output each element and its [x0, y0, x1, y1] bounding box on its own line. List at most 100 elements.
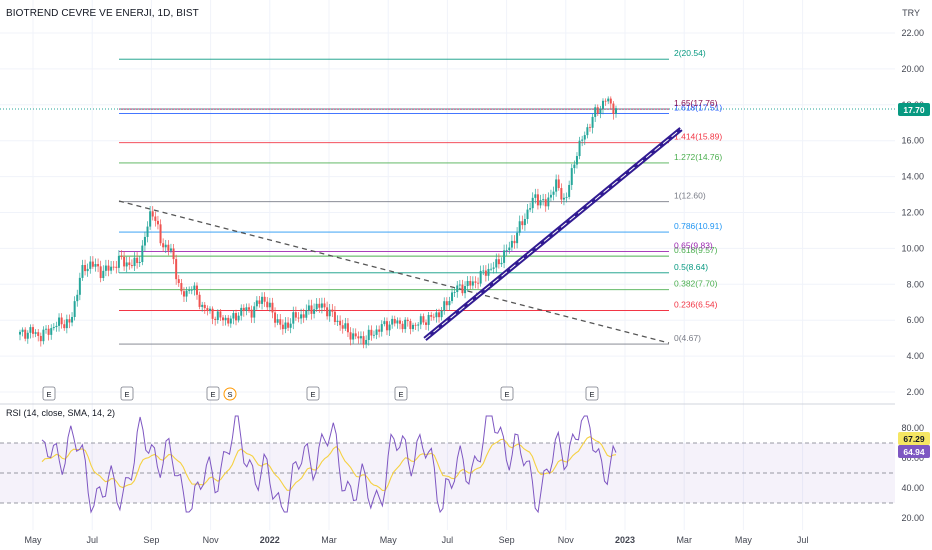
candle-body — [339, 320, 342, 326]
candle-body — [52, 327, 55, 329]
uptrend-channel-line — [423, 127, 683, 341]
candle-body — [91, 261, 94, 267]
rsi-tick-label: 40.00 — [901, 483, 924, 493]
candle-body — [232, 313, 235, 319]
candle-body — [609, 98, 612, 104]
candle-body — [164, 244, 167, 248]
candle-body — [188, 290, 191, 291]
currency-label: TRY — [902, 8, 920, 18]
candle-body — [466, 280, 469, 287]
rsi-value-badge: 64.94 — [903, 447, 925, 457]
time-tick-label: Jul — [86, 535, 98, 545]
candle-body — [526, 209, 529, 219]
candle-body — [86, 268, 89, 272]
candle-body — [50, 328, 53, 335]
candle-body — [385, 321, 388, 331]
candle-body — [141, 245, 144, 263]
time-axis: May Jul Sep Nov 2022 Mar May Jul Sep Nov 2023 Mar Ma… — [24, 535, 808, 545]
candle-body — [443, 301, 446, 311]
candle-body — [253, 306, 256, 318]
candle-body — [544, 199, 547, 207]
candle-body — [21, 329, 24, 332]
candle-body — [162, 243, 165, 248]
candle-body — [284, 322, 287, 330]
time-tick-label: Sep — [143, 535, 159, 545]
candle-body — [365, 339, 368, 345]
rsi-sma-badge: 67.29 — [903, 434, 925, 444]
candle-body — [26, 332, 29, 339]
candle-body — [29, 327, 32, 333]
candle-body — [367, 329, 370, 340]
candle-body — [315, 303, 318, 310]
candle-body — [318, 303, 321, 308]
candle-body — [78, 277, 81, 295]
candle-body — [133, 257, 136, 267]
earnings-marker — [394, 386, 408, 401]
candle-body — [601, 100, 604, 109]
candle-body — [357, 336, 360, 339]
earnings-marker — [500, 386, 514, 401]
candle-body — [65, 319, 68, 329]
candle-body — [261, 296, 264, 304]
split-marker — [223, 387, 237, 401]
candle-body — [607, 98, 610, 102]
candle-body — [398, 320, 401, 324]
time-tick-label: Nov — [558, 535, 575, 545]
candle-body — [84, 265, 87, 272]
candle-body — [47, 328, 50, 335]
candle-body — [300, 314, 303, 319]
candle-body — [169, 248, 172, 251]
candle-body — [97, 264, 100, 267]
candle-body — [508, 247, 511, 251]
earnings-marker-label: E — [504, 390, 509, 399]
candle-body — [484, 270, 487, 276]
price-tick-label: 16.00 — [901, 136, 924, 146]
candle-body — [138, 262, 141, 263]
candle-body — [536, 194, 539, 206]
candle-body — [573, 164, 576, 169]
candle-body — [305, 310, 308, 318]
candle-body — [24, 329, 27, 339]
candle-body — [110, 266, 113, 271]
candle-body — [599, 108, 602, 114]
candle-body — [594, 107, 597, 117]
candle-body — [456, 285, 459, 293]
rsi-sma-line — [41, 435, 617, 491]
candle-body — [120, 255, 123, 257]
candle-body — [320, 303, 323, 308]
price-tick-label: 2.00 — [906, 387, 924, 397]
candle-body — [612, 103, 615, 114]
candle-body — [380, 324, 383, 332]
candle-body — [37, 332, 40, 336]
candle-body — [464, 286, 467, 294]
candle-body — [229, 318, 232, 324]
candle-body — [417, 324, 420, 326]
candle-body — [477, 282, 480, 284]
candle-body — [331, 309, 334, 312]
candle-body — [336, 320, 339, 322]
candle-body — [310, 305, 313, 314]
candle-body — [341, 325, 344, 329]
candle-body — [71, 316, 74, 323]
candle-body — [58, 317, 61, 326]
candle-body — [128, 262, 131, 266]
candle-body — [55, 325, 58, 328]
candle-body — [302, 314, 305, 318]
candle-body — [505, 250, 508, 251]
candle-body — [375, 329, 378, 335]
candle-body — [99, 266, 102, 279]
candle-body — [562, 197, 565, 200]
candle-body — [76, 294, 79, 302]
fib-level-label: 0.65(9.83) — [674, 240, 713, 250]
candle-body — [445, 301, 448, 306]
candle-body — [289, 323, 292, 328]
candle-body — [125, 262, 128, 267]
time-tick-label: Sep — [499, 535, 515, 545]
candle-body — [224, 317, 227, 321]
candle-body — [287, 322, 290, 328]
earnings-marker-label: E — [589, 390, 594, 399]
candle-body — [63, 324, 66, 329]
candle-body — [503, 250, 506, 263]
candle-body — [73, 301, 76, 317]
